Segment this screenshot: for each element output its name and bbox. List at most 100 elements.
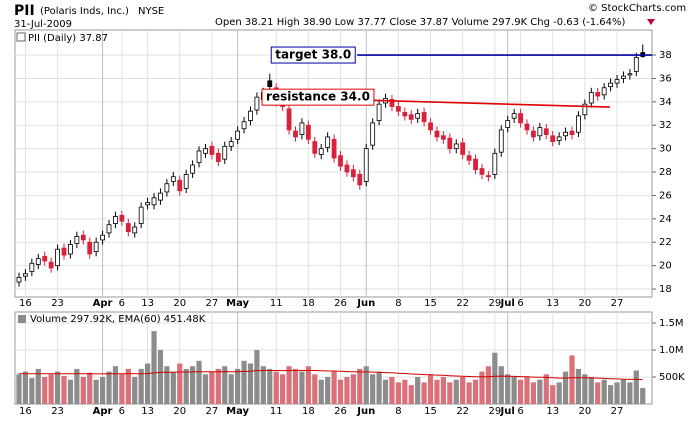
volume-bar [633, 370, 639, 404]
candle-body [344, 164, 350, 173]
symbol: PII [14, 3, 35, 19]
x-tick-label: 20 [578, 406, 591, 417]
candle-body [16, 276, 22, 283]
volume-bar [318, 379, 324, 404]
volume-bar [222, 366, 228, 404]
volume-bar [517, 379, 524, 404]
volume-bar [74, 368, 80, 404]
x-tick-label: 18 [302, 406, 315, 417]
candle-body [447, 137, 453, 150]
candle-body [235, 130, 241, 140]
candle-body [35, 258, 41, 265]
candle-body [125, 223, 131, 233]
candle-body [196, 150, 202, 164]
candle-body [556, 136, 562, 141]
x-tick-label: 15 [424, 298, 437, 309]
volume-bar [312, 374, 318, 404]
candle-body [408, 114, 414, 120]
candle-body [460, 142, 466, 155]
x-tick-label: 29 [488, 298, 501, 309]
candle-body [299, 122, 305, 136]
y-tick-label: 18 [659, 284, 672, 295]
candle-body [331, 138, 337, 159]
volume-bar [93, 379, 99, 404]
volume-bar [267, 368, 273, 404]
candle-body [479, 168, 485, 175]
candle-body [582, 103, 588, 116]
volume-bar [61, 375, 67, 404]
x-tick-label: Jun [356, 406, 375, 417]
y-tick-label: 1.5M [659, 318, 684, 329]
legend-icon [16, 32, 26, 42]
x-tick-label: 16 [19, 406, 32, 417]
annotation-box [270, 46, 356, 64]
candle-body [614, 79, 620, 84]
candle-body [61, 247, 67, 256]
volume-bar [357, 368, 363, 404]
volume-bar [460, 377, 466, 404]
candle-body [132, 226, 138, 234]
candle-body [106, 224, 112, 234]
x-tick-label: May [226, 298, 249, 309]
volume-bar [556, 382, 562, 404]
candle-body [498, 129, 504, 153]
candle-body [440, 135, 446, 140]
volume-bar [350, 374, 356, 404]
volume-bar [505, 374, 511, 404]
volume-bar [620, 379, 627, 404]
volume-bar [575, 368, 582, 404]
candle-body [588, 92, 594, 104]
candle-body [203, 148, 208, 154]
candle-body [42, 255, 48, 262]
candle-body [74, 235, 80, 244]
y-tick-label: 32 [659, 120, 672, 131]
volume-bar [99, 377, 106, 404]
date: 31-Jul-2009 [14, 19, 72, 30]
volume-bar [215, 368, 221, 404]
volume-bar [485, 366, 492, 404]
x-tick-label: 11 [270, 298, 283, 309]
x-tick-label: 13 [141, 406, 154, 417]
candle-body [48, 261, 54, 269]
x-tick-label: 8 [395, 406, 401, 417]
x-tick-label: Jul [500, 406, 515, 417]
x-tick-label: 27 [611, 298, 624, 309]
volume-bar [421, 382, 427, 404]
volume-bar [395, 382, 401, 404]
volume-bar [408, 385, 414, 404]
candle-body [293, 130, 298, 138]
y-tick-label: 26 [659, 190, 672, 201]
volume-bar [170, 371, 176, 404]
volume-bar [209, 371, 215, 404]
volume-bar [389, 377, 395, 404]
volume-bar [325, 377, 331, 404]
volume-bar [440, 377, 446, 404]
volume-bar [382, 379, 389, 404]
y-tick-label: 28 [659, 167, 672, 178]
x-tick-label: 23 [51, 406, 64, 417]
x-tick-label: 6 [517, 298, 523, 309]
volume-bar [29, 378, 35, 404]
x-tick-label: 22 [456, 406, 469, 417]
candle-body [524, 123, 530, 131]
volume-bar [614, 382, 620, 404]
y-tick-label: 500K [659, 372, 685, 383]
price-legend: PII (Daily) 37.87 [28, 33, 108, 44]
volume-bar [466, 382, 472, 404]
volume-bar [106, 371, 112, 404]
x-tick-label: 27 [206, 406, 219, 417]
candle-body [511, 113, 517, 119]
candle-body [183, 173, 189, 189]
candle-body [531, 130, 536, 138]
ema-line [18, 369, 643, 381]
candle-body [601, 87, 607, 96]
volume-bar [588, 377, 594, 404]
volume-bar [254, 350, 260, 404]
candle-body [421, 111, 427, 123]
volume-bar [235, 368, 241, 404]
annotation-box [261, 88, 375, 106]
candle-body [80, 234, 86, 241]
candle-body [100, 234, 105, 241]
y-tick-label: 20 [659, 261, 672, 272]
